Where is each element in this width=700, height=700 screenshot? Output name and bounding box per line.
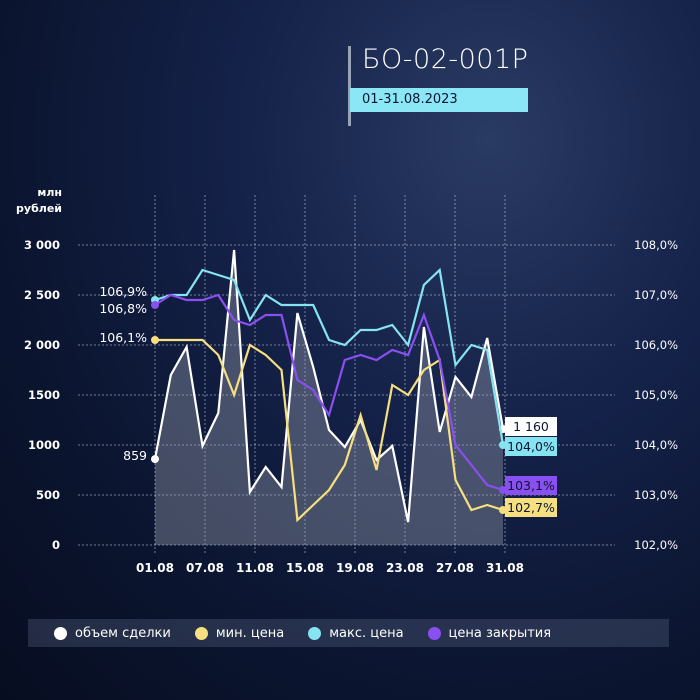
legend-item-min-price[interactable]: мин. цена bbox=[194, 625, 285, 641]
start-label-close: 106,8% bbox=[99, 301, 147, 316]
data-point-min bbox=[151, 336, 159, 344]
left-axis-tick: 500 bbox=[36, 488, 60, 502]
end-label-max: 104,0% bbox=[507, 439, 555, 454]
end-label-volume: 1 160 bbox=[513, 419, 549, 434]
legend-item-close-price[interactable]: цена закрытия bbox=[427, 625, 552, 641]
x-axis-tick: 27.08 bbox=[436, 561, 474, 575]
legend-dot-icon bbox=[54, 626, 67, 640]
legend-label: макс. цена bbox=[329, 625, 404, 641]
start-label-max: 106,9% bbox=[99, 284, 147, 299]
right-axis-tick: 102,0% bbox=[634, 538, 678, 552]
right-axis-tick: 106,0% bbox=[634, 338, 678, 352]
data-point-volume bbox=[151, 455, 159, 464]
start-label-min: 106,1% bbox=[99, 330, 147, 345]
period-badge: 01-31.08.2023 bbox=[350, 88, 528, 112]
x-axis-tick: 19.08 bbox=[336, 561, 374, 575]
legend-dot-icon bbox=[194, 626, 208, 640]
x-axis-tick: 31.08 bbox=[486, 561, 524, 575]
x-axis-tick: 01.08 bbox=[136, 561, 174, 575]
x-axis-tick: 15.08 bbox=[286, 561, 324, 575]
page-title: БО-02-001Р bbox=[362, 44, 529, 75]
legend-label: мин. цена bbox=[215, 625, 285, 641]
legend-item-volume[interactable]: объем сделки bbox=[54, 626, 171, 641]
legend-label: объем сделки bbox=[75, 625, 171, 641]
end-label-box-close bbox=[505, 476, 557, 495]
data-point-close bbox=[151, 301, 159, 309]
x-axis-tick: 11.08 bbox=[236, 561, 274, 575]
left-axis-tick: 3 000 bbox=[24, 238, 60, 252]
right-axis-tick: 103,0% bbox=[634, 488, 678, 502]
left-axis-tick: 2 500 bbox=[24, 288, 60, 302]
end-label-box-volume bbox=[505, 417, 557, 436]
left-axis-tick: 2 000 bbox=[24, 338, 60, 352]
left-axis-tick: 1000 bbox=[28, 438, 60, 452]
right-axis-tick: 105,0% bbox=[634, 388, 678, 402]
right-axis-tick: 104,0% bbox=[634, 438, 678, 452]
left-axis-tick: 1500 bbox=[28, 388, 60, 402]
legend-item-max-price[interactable]: макс. цена bbox=[308, 625, 404, 641]
left-axis-tick: 0 bbox=[52, 538, 60, 552]
volume-area bbox=[155, 250, 503, 545]
title-divider bbox=[348, 46, 351, 126]
x-axis-tick: 07.08 bbox=[186, 561, 224, 575]
x-axis-tick: 23.08 bbox=[386, 561, 424, 575]
end-label-min: 102,7% bbox=[507, 500, 555, 515]
left-axis-label: млн рублей bbox=[10, 185, 62, 217]
left-axis-label-line: млн bbox=[37, 186, 62, 199]
end-label-box-max bbox=[505, 437, 557, 456]
end-label-close: 103,1% bbox=[507, 478, 555, 493]
legend-dot-icon bbox=[427, 626, 441, 640]
start-label-volume: 859 bbox=[123, 448, 147, 463]
legend-label: цена закрытия bbox=[448, 625, 552, 641]
right-axis-tick: 107,0% bbox=[634, 288, 678, 302]
legend: объем сделки мин. цена макс. цена цена з… bbox=[28, 619, 669, 647]
left-axis-label-line: рублей bbox=[16, 202, 62, 215]
end-label-box-min bbox=[505, 498, 557, 517]
right-axis-tick: 108,0% bbox=[634, 238, 678, 252]
legend-dot-icon bbox=[308, 626, 322, 640]
